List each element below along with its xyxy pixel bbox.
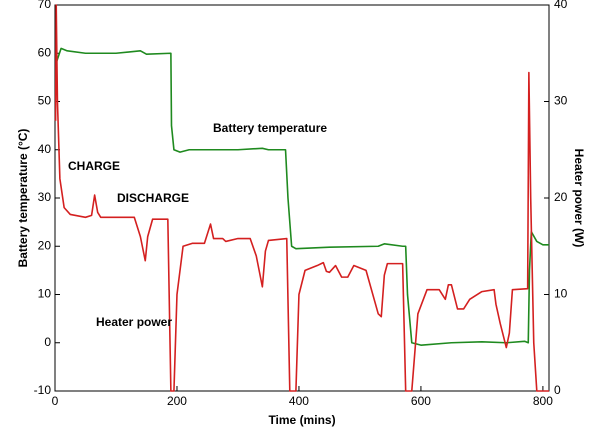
- y-tick-label: 40: [38, 142, 52, 156]
- y-tick-label: -10: [34, 383, 52, 397]
- y2-tick-label: 30: [554, 94, 568, 108]
- y-tick-label: 0: [44, 335, 51, 349]
- annotation: Battery temperature: [213, 121, 327, 135]
- y2-tick-label: 0: [554, 383, 561, 397]
- y-tick-label: 10: [38, 287, 52, 301]
- y-tick-label: 50: [38, 94, 52, 108]
- y2-axis-title: Heater power (W): [572, 149, 586, 248]
- x-tick-label: 400: [289, 394, 309, 408]
- x-axis-title: Time (mins): [268, 413, 335, 427]
- y-tick-label: 20: [38, 238, 52, 252]
- series-line: [55, 47, 549, 346]
- series-line: [54, 4, 549, 392]
- annotation: CHARGE: [68, 159, 120, 173]
- y2-tick-label: 20: [554, 190, 568, 204]
- x-tick-label: 200: [167, 394, 187, 408]
- x-tick-label: 800: [533, 394, 553, 408]
- y-axis-title: Battery temperature (°C): [16, 129, 30, 268]
- y-tick-label: 30: [38, 190, 52, 204]
- x-tick-label: 600: [411, 394, 431, 408]
- y2-tick-label: 40: [554, 0, 568, 11]
- annotation: DISCHARGE: [117, 191, 189, 205]
- annotation: Heater power: [96, 315, 172, 329]
- y-tick-label: 60: [38, 45, 52, 59]
- y-tick-label: 70: [38, 0, 52, 11]
- x-tick-label: 0: [52, 394, 59, 408]
- y2-tick-label: 10: [554, 287, 568, 301]
